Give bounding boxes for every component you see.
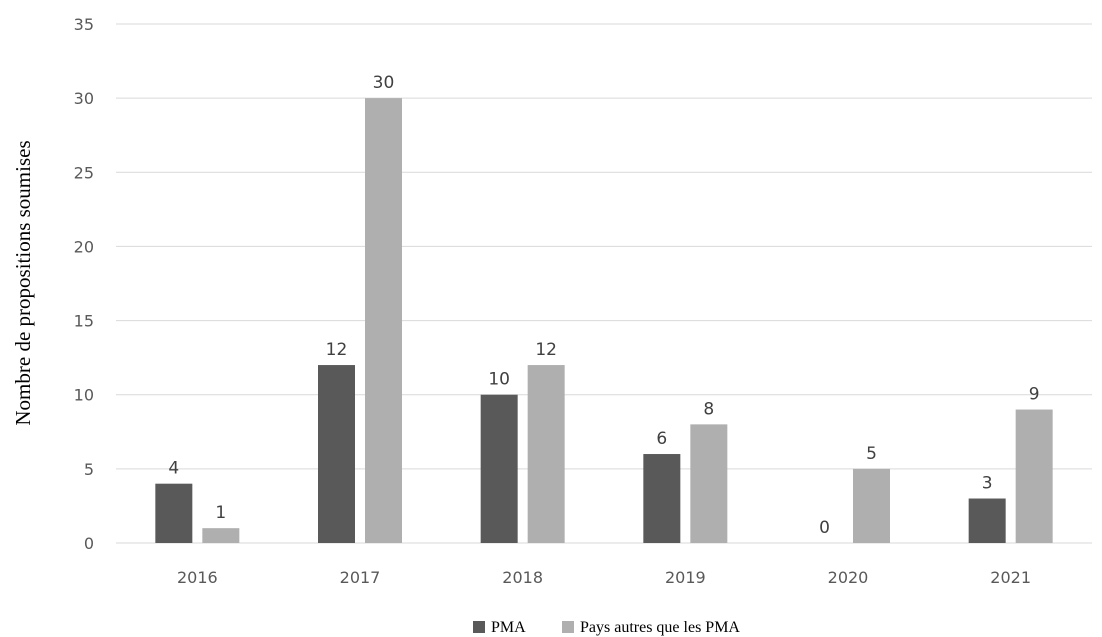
bars (155, 98, 1053, 544)
data-label: 10 (488, 370, 510, 390)
data-label: 3 (982, 474, 993, 494)
bar-autres-2018 (527, 365, 565, 543)
y-tick-label: 0 (84, 534, 94, 553)
data-label: 6 (656, 429, 667, 449)
legend-swatch-autres (562, 621, 574, 633)
y-axis-ticks: 0 5 10 15 20 25 30 35 (74, 15, 94, 553)
x-tick-label: 2019 (665, 568, 706, 587)
x-axis-ticks: 2016 2017 2018 2019 2020 2021 (177, 568, 1031, 587)
x-tick-label: 2016 (177, 568, 218, 587)
bar-autres-2021 (1015, 409, 1053, 543)
bar-autres-2019 (690, 424, 728, 543)
bar-autres-2017 (365, 98, 402, 544)
data-label: 5 (866, 444, 877, 464)
bar-autres-2016 (202, 528, 240, 543)
data-label: 12 (535, 340, 557, 360)
legend-swatch-pma (473, 621, 485, 633)
legend: PMA Pays autres que les PMA (473, 619, 740, 636)
bar-pma-2017 (318, 365, 355, 543)
data-label: 0 (819, 518, 830, 538)
bar-autres-2020 (853, 468, 890, 543)
data-label: 1 (215, 503, 226, 523)
y-tick-label: 20 (74, 237, 94, 256)
y-axis-title: Nombre de propositions soumises (11, 140, 35, 425)
data-label: 12 (326, 340, 348, 360)
y-tick-label: 25 (74, 163, 94, 182)
x-tick-label: 2017 (340, 568, 381, 587)
y-tick-label: 15 (74, 312, 94, 331)
bar-pma-2021 (968, 498, 1006, 543)
legend-label: Pays autres que les PMA (580, 619, 740, 636)
data-label: 8 (703, 399, 714, 419)
x-tick-label: 2021 (990, 568, 1031, 587)
y-tick-label: 35 (74, 15, 94, 34)
bar-pma-2016 (155, 483, 193, 543)
x-tick-label: 2020 (828, 568, 869, 587)
data-label: 30 (373, 73, 395, 93)
gridlines (116, 23, 1092, 544)
bar-pma-2018 (480, 394, 518, 543)
bar-pma-2019 (643, 454, 681, 543)
y-tick-label: 5 (84, 460, 94, 479)
legend-label: PMA (491, 619, 526, 636)
y-tick-label: 10 (74, 386, 94, 405)
data-label: 4 (168, 459, 179, 479)
data-label: 9 (1029, 385, 1040, 405)
data-labels: 4 1 12 30 10 12 6 8 0 5 3 9 (168, 73, 1039, 538)
x-tick-label: 2018 (502, 568, 543, 587)
y-tick-label: 30 (74, 89, 94, 108)
